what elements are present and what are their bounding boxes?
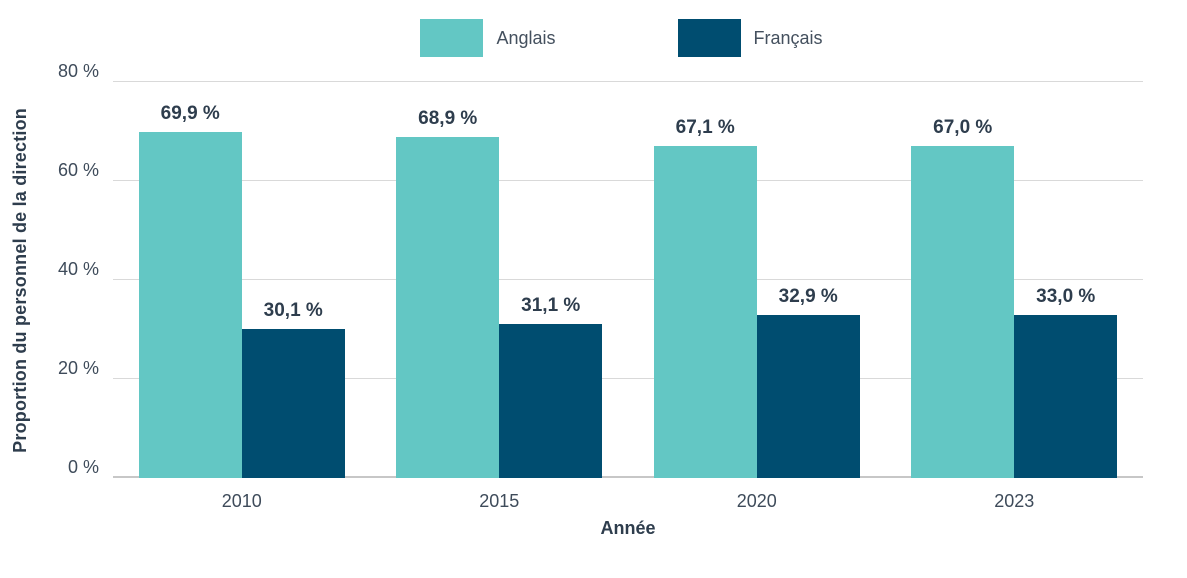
bar-value-label: 32,9 %	[778, 286, 838, 308]
plot-column: 69,9 % 30,1 % 68,9 % 31,1 % 67,1 % 32,9 % 67,0…	[113, 81, 1144, 539]
bar-value-label: 31,1 %	[521, 295, 581, 317]
x-axis-baseline	[113, 476, 1143, 478]
bar-anglais-2015: 68,9 %	[396, 108, 500, 478]
y-tick-label-20: 20 %	[57, 358, 99, 379]
plot-area: 69,9 % 30,1 % 68,9 % 31,1 % 67,1 % 32,9 % 67,0…	[113, 81, 1144, 478]
bar-franais-2020: 32,9 %	[756, 286, 860, 478]
legend-swatch-anglais	[420, 19, 484, 57]
legend-label-francais: Français	[753, 28, 823, 48]
legend-item-francais: Français	[677, 19, 823, 57]
y-tick-label-60: 60 %	[57, 160, 99, 181]
gridline-80	[113, 81, 1143, 82]
legend: Anglais Français	[100, 19, 1143, 57]
x-axis-title: Année	[600, 518, 656, 538]
legend-label-anglais: Anglais	[496, 28, 556, 48]
bar-group-2015: 68,9 % 31,1 %	[371, 82, 629, 478]
bar-group-2023: 67,0 % 33,0 %	[886, 82, 1144, 478]
bar-group-2020: 67,1 % 32,9 %	[628, 82, 886, 478]
y-axis-title-text: Proportion du personnel de la direction	[9, 107, 30, 453]
bar-franais-2010: 30,1 %	[241, 300, 345, 478]
x-tick-label-2010: 2010	[221, 491, 262, 511]
gridline-40	[113, 279, 1143, 280]
bar-value-label: 69,9 %	[160, 103, 220, 124]
y-axis-tick-labels: 0 % 20 % 40 % 60 % 80 %	[40, 61, 113, 478]
legend-swatch-francais	[677, 19, 741, 57]
bar-value-label: 30,1 %	[263, 300, 323, 322]
bar-anglais-2023: 67,0 %	[911, 117, 1015, 478]
bar-franais-2015: 31,1 %	[499, 295, 603, 478]
bar-franais-2023: 33,0 %	[1014, 286, 1118, 478]
y-tick-label-40: 40 %	[57, 259, 99, 280]
x-axis-tick-labels: 2010 2015 2020 2023	[113, 478, 1143, 512]
x-tick-label-2020: 2020	[736, 491, 777, 511]
x-tick-label-2015: 2015	[479, 491, 520, 511]
bar-anglais-2010: 69,9 %	[138, 103, 242, 478]
bar-value-label: 68,9 %	[418, 107, 478, 129]
x-tick-label-2023: 2023	[994, 491, 1035, 511]
bar-value-label: 33,0 %	[1036, 285, 1096, 307]
gridline-20	[113, 378, 1143, 379]
gridline-60	[113, 180, 1143, 181]
bar-group-2010: 69,9 % 30,1 %	[113, 82, 371, 478]
bar-value-label: 67,0 %	[933, 117, 993, 139]
y-tick-label-0: 0 %	[67, 457, 99, 478]
chart-body: Proportion du personnel de la direction …	[0, 61, 1187, 539]
bar-chart: Anglais Français Proportion du personnel…	[0, 19, 1187, 578]
y-axis-title: Proportion du personnel de la direction	[0, 82, 40, 478]
y-tick-label-80: 80 %	[57, 61, 99, 82]
bar-anglais-2020: 67,1 %	[653, 117, 757, 478]
bar-value-label: 67,1 %	[675, 116, 735, 138]
legend-item-anglais: Anglais	[420, 19, 556, 57]
